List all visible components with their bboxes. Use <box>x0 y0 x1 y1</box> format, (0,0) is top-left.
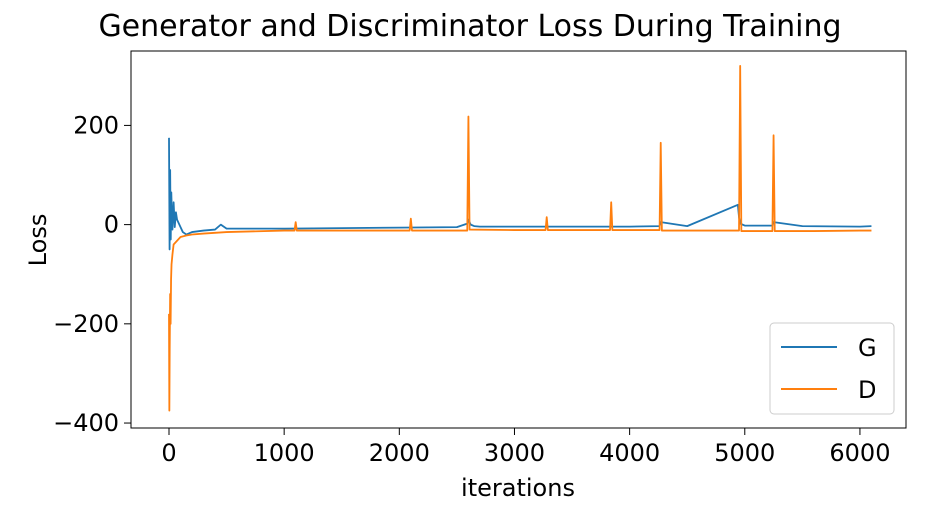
x-tick-label: 6000 <box>829 439 890 467</box>
legend-box <box>769 322 895 415</box>
legend-label-d: D <box>858 376 876 404</box>
y-tick-label: −400 <box>53 409 119 437</box>
chart-title: Generator and Discriminator Loss During … <box>98 9 841 44</box>
x-tick-label: 4000 <box>599 439 660 467</box>
y-axis-ticks: −400 −200 0 200 <box>53 111 131 437</box>
legend-label-g: G <box>858 334 877 362</box>
y-axis-label: Loss <box>24 214 52 267</box>
x-tick-label: 5000 <box>714 439 775 467</box>
x-tick-label: 0 <box>161 439 176 467</box>
x-axis-label: iterations <box>461 474 575 502</box>
x-tick-label: 1000 <box>254 439 315 467</box>
y-tick-label: 200 <box>73 111 119 139</box>
series-layer <box>168 64 872 412</box>
legend: G D <box>769 322 895 415</box>
plot-frame <box>130 50 907 429</box>
plot-area <box>130 50 907 429</box>
x-axis-ticks: 0 1000 2000 3000 4000 5000 6000 <box>161 428 890 467</box>
x-tick-label: 2000 <box>369 439 430 467</box>
y-tick-label: 0 <box>104 211 119 239</box>
series-line-d <box>168 64 872 412</box>
y-tick-label: −200 <box>53 310 119 338</box>
x-tick-label: 3000 <box>484 439 545 467</box>
